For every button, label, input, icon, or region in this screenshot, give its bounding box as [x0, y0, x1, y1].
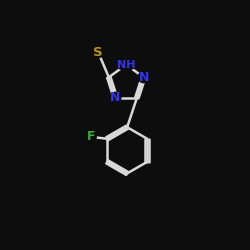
- Ellipse shape: [93, 47, 104, 58]
- Text: S: S: [94, 46, 103, 59]
- Text: N: N: [138, 71, 149, 84]
- Ellipse shape: [138, 72, 149, 83]
- Ellipse shape: [110, 92, 121, 103]
- Text: F: F: [86, 130, 95, 143]
- Ellipse shape: [86, 132, 96, 142]
- Text: NH: NH: [117, 60, 136, 70]
- Text: N: N: [110, 91, 121, 104]
- Ellipse shape: [116, 59, 136, 70]
